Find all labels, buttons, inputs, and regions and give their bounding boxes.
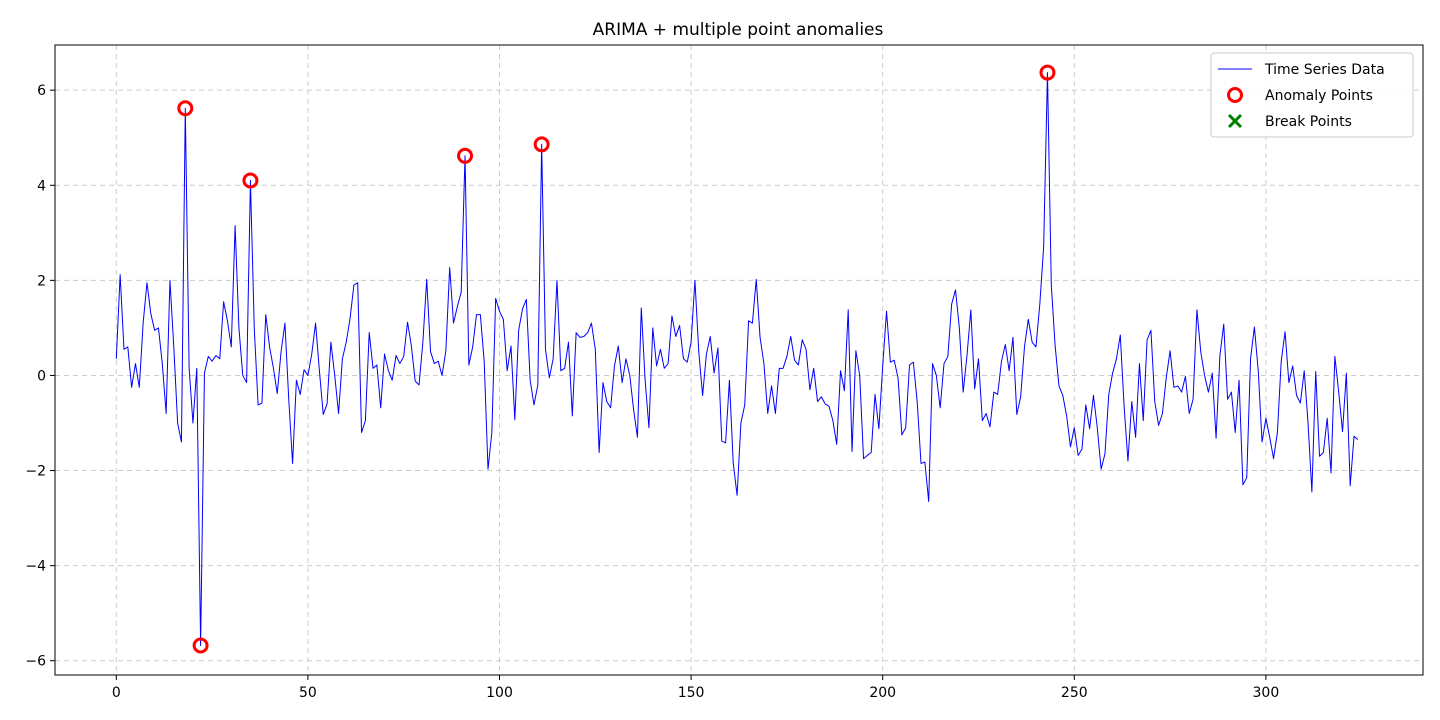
legend-box [1210, 52, 1414, 138]
anomaly-point [177, 100, 194, 117]
legend: Time Series Data Anomaly Points Break Poin… [1210, 52, 1414, 138]
legend-label: Anomaly Points [1265, 88, 1373, 104]
axis-ticks: 0 50 100 150 200 250 300 −6 −4 −2 0 2 4 6 [25, 83, 1279, 701]
axes-frame [54, 44, 1424, 676]
y-tick-label: 4 [37, 178, 46, 194]
anomaly-point [533, 136, 550, 153]
plot-area [115, 64, 1359, 654]
legend-handle-circle [1227, 87, 1243, 103]
legend-handle-x [1227, 113, 1243, 129]
y-tick-label: 2 [37, 273, 46, 289]
series-line-time-series-data [115, 72, 1359, 647]
anomaly-point [192, 637, 209, 654]
x-tick-label: 150 [678, 685, 705, 701]
y-tick-label: 0 [37, 368, 46, 384]
anomaly-point [457, 147, 474, 164]
x-tick-label: 100 [486, 685, 513, 701]
x-tick-label: 300 [1253, 685, 1280, 701]
grid [55, 45, 1423, 675]
y-tick-label: −6 [25, 654, 46, 670]
x-tick-label: 0 [112, 685, 121, 701]
anomaly-point [242, 172, 259, 189]
y-tick-label: −4 [25, 559, 46, 575]
legend-label: Time Series Data [1264, 62, 1385, 78]
chart-title: ARIMA + multiple point anomalies [593, 20, 884, 40]
y-tick-label: −2 [25, 464, 46, 480]
x-tick-label: 250 [1061, 685, 1088, 701]
x-tick-label: 50 [299, 685, 317, 701]
legend-label: Break Points [1265, 114, 1352, 130]
anomaly-point [1039, 64, 1056, 81]
y-tick-label: 6 [37, 83, 46, 99]
x-tick-label: 200 [869, 685, 896, 701]
